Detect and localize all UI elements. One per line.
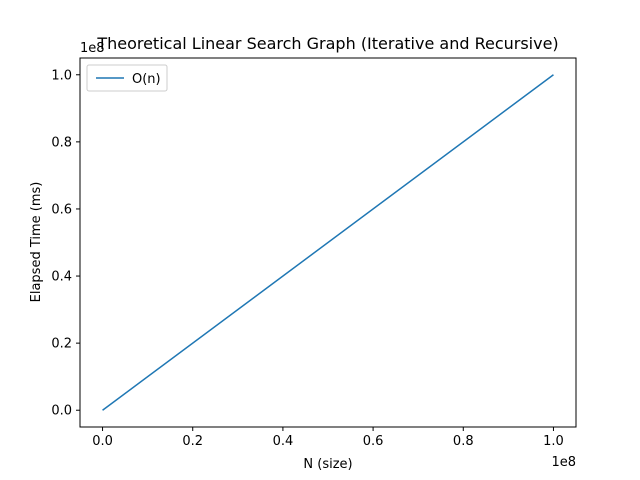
series-layer [102,74,554,411]
y-axis-offset-label: 1e8 [80,41,105,56]
chart-title: Theoretical Linear Search Graph (Iterati… [96,34,558,53]
y-tick-label: 0.4 [51,270,72,285]
x-axis-offset-label: 1e8 [551,455,576,470]
legend: O(n) [86,64,168,92]
plot-area [79,57,577,428]
x-tick-label: 0.0 [92,434,113,449]
x-tick-label: 1.0 [543,434,564,449]
y-tick-label: 0.6 [51,202,72,217]
x-tick-label: 0.8 [453,434,474,449]
y-tick-label: 0.8 [51,135,72,150]
series-line [102,74,554,411]
x-axis-label: N (size) [303,457,352,472]
y-tick-label: 0.2 [51,337,72,352]
y-tick-label: 0.0 [51,404,72,419]
y-axis-ticks: 0.0 0.2 0.4 0.6 0.8 1.0 [51,68,80,419]
x-tick-label: 0.2 [182,434,203,449]
legend-label: O(n) [132,72,161,87]
y-tick-label: 1.0 [51,68,72,83]
x-axis-ticks: 0.0 0.2 0.4 0.6 0.8 1.0 [92,427,564,449]
y-axis-label: Elapsed Time (ms) [29,182,44,303]
x-tick-label: 0.4 [273,434,294,449]
legend-box [86,64,168,92]
x-tick-label: 0.6 [363,434,384,449]
axes-frame [79,57,577,428]
